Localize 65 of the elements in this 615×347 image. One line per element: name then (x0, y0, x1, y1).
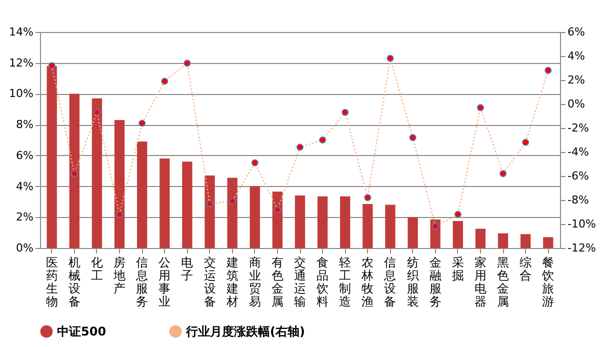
x-tick-label: 信息设备 (383, 256, 396, 308)
y-tick-label: 10% (9, 87, 34, 100)
y-tick-label: 8% (16, 118, 34, 132)
bar (294, 196, 306, 248)
x-tick-label: 采掘 (452, 256, 464, 282)
bar (46, 66, 57, 248)
y-tick-label: 4% (16, 180, 34, 193)
bar (250, 186, 260, 248)
bar (452, 221, 463, 248)
x-tick-label: 有色金属 (271, 256, 284, 308)
bar (520, 234, 531, 248)
y-tick-label: 12% (9, 56, 34, 70)
x-tick-label: 金融服务 (429, 256, 442, 308)
bar (498, 233, 508, 248)
x-tick-label: 机械设备 (68, 256, 80, 308)
y2-tick-label: -4% (568, 146, 589, 158)
x-tick-label: 黑色金属 (497, 256, 510, 308)
bar (69, 94, 80, 248)
bar (340, 196, 350, 248)
y-tick-label: 14% (9, 26, 34, 38)
y2-tick-label: -8% (568, 194, 589, 206)
x-tick-label: 交运设备 (204, 256, 216, 308)
bar (385, 204, 396, 248)
bar (317, 196, 328, 248)
bar (543, 237, 554, 248)
x-tick-label: 食品饮料 (316, 256, 329, 308)
y2-tick-label: -12% (568, 242, 596, 254)
x-tick-label: 化工 (90, 256, 103, 282)
x-tick-label: 商业贸易 (248, 256, 261, 308)
x-tick-label: 医药生物 (46, 256, 58, 308)
bar (114, 120, 125, 248)
y-tick-label: 2% (16, 210, 34, 224)
x-tick-label: 轻工制造 (339, 256, 352, 308)
legend-label: 行业月度涨跌幅(右轴) (185, 324, 305, 339)
bar (227, 178, 238, 248)
x-tick-label: 纺织服装 (406, 256, 419, 308)
bar (475, 228, 486, 248)
y2-tick-label: 0% (568, 98, 585, 110)
y-tick-label: 0% (16, 242, 34, 254)
bar (160, 158, 170, 248)
bar (362, 204, 373, 248)
y2-tick-label: -10% (568, 218, 596, 230)
y2-tick-label: 6% (568, 26, 585, 38)
bar (408, 217, 418, 248)
bar (182, 162, 192, 248)
x-tick-label: 电子 (181, 256, 194, 282)
x-tick-label: 房地产 (112, 256, 126, 296)
x-tick-label: 公用事业 (158, 256, 171, 308)
bar (92, 98, 102, 248)
x-tick-label: 餐饮旅游 (541, 256, 554, 308)
x-tick-label: 建筑建材 (225, 256, 238, 308)
x-tick-label: 交通运输 (294, 256, 306, 308)
y2-tick-label: -6% (568, 170, 589, 182)
y2-tick-label: 4% (568, 50, 585, 62)
x-tick-label: 综合 (520, 256, 532, 282)
bar (137, 142, 148, 248)
legend-label: 中证500 (57, 324, 106, 339)
bar (204, 175, 215, 248)
x-tick-label: 信息服务 (135, 256, 148, 308)
y2-tick-label: -2% (568, 122, 589, 134)
y2-tick-label: 2% (568, 74, 585, 86)
x-tick-label: 家用电器 (474, 256, 486, 308)
y-tick-label: 6% (16, 148, 34, 162)
bar (272, 192, 283, 248)
x-tick-label: 农林牧渔 (360, 256, 374, 308)
